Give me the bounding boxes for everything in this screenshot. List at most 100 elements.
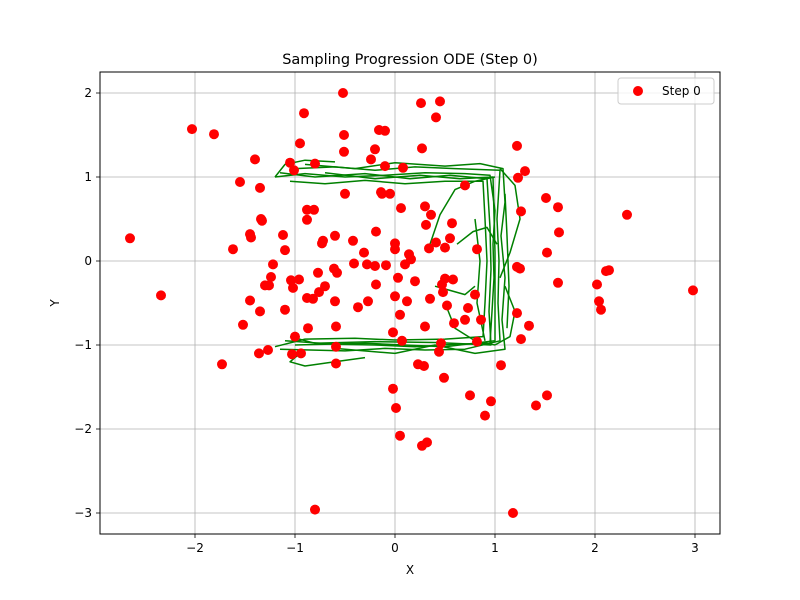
data-point-88 bbox=[398, 162, 408, 173]
data-point-60 bbox=[349, 258, 359, 269]
trajectory-14 bbox=[504, 193, 510, 329]
data-point-103 bbox=[424, 243, 434, 254]
data-point-105 bbox=[426, 209, 436, 220]
data-point-112 bbox=[438, 287, 448, 298]
data-point-90 bbox=[402, 296, 412, 307]
trajectory-8 bbox=[456, 226, 498, 245]
data-point-59 bbox=[348, 235, 358, 246]
data-point-124 bbox=[465, 390, 475, 401]
data-point-46 bbox=[318, 235, 328, 246]
data-point-128 bbox=[476, 314, 486, 325]
data-point-104 bbox=[425, 293, 435, 304]
data-point-113 bbox=[439, 372, 449, 383]
scatter-points bbox=[125, 88, 698, 518]
trajectory-9 bbox=[499, 168, 521, 279]
data-point-87 bbox=[397, 335, 407, 346]
data-point-2 bbox=[187, 124, 197, 135]
data-point-83 bbox=[393, 272, 403, 283]
data-point-133 bbox=[512, 140, 522, 151]
data-point-97 bbox=[417, 143, 427, 154]
data-point-74 bbox=[380, 161, 390, 172]
data-point-38 bbox=[303, 323, 313, 334]
data-point-84 bbox=[395, 309, 405, 320]
data-point-39 bbox=[308, 293, 318, 304]
data-point-153 bbox=[622, 209, 632, 220]
data-point-147 bbox=[554, 227, 564, 238]
data-point-12 bbox=[254, 348, 264, 359]
data-point-139 bbox=[520, 166, 530, 177]
y-tick-label: 2 bbox=[84, 86, 92, 100]
data-point-18 bbox=[263, 345, 273, 355]
data-point-58 bbox=[340, 188, 350, 199]
data-point-122 bbox=[460, 314, 470, 325]
data-point-93 bbox=[410, 276, 420, 287]
data-point-82 bbox=[391, 403, 401, 413]
data-point-116 bbox=[442, 300, 452, 311]
data-point-86 bbox=[396, 203, 406, 214]
data-point-118 bbox=[447, 218, 457, 229]
data-point-92 bbox=[406, 254, 416, 265]
y-tick-label: −3 bbox=[74, 506, 92, 520]
data-point-109 bbox=[435, 96, 445, 107]
data-point-85 bbox=[395, 430, 405, 441]
legend: Step 0 bbox=[617, 77, 715, 105]
data-point-3 bbox=[209, 129, 219, 140]
data-point-108 bbox=[434, 346, 444, 357]
tick-layer: −2 −1 0 1 2 3 −3 −2 −1 0 1 2 bbox=[74, 86, 699, 555]
data-point-101 bbox=[421, 219, 431, 230]
data-point-107 bbox=[431, 112, 441, 123]
data-point-14 bbox=[255, 306, 265, 317]
data-point-119 bbox=[448, 274, 458, 285]
data-point-26 bbox=[286, 275, 296, 286]
data-point-129 bbox=[480, 410, 490, 421]
data-point-140 bbox=[524, 320, 534, 331]
x-tick-label: −2 bbox=[186, 541, 204, 555]
data-point-29 bbox=[289, 165, 299, 176]
data-point-155 bbox=[508, 508, 518, 518]
data-point-99 bbox=[420, 321, 430, 332]
data-point-137 bbox=[516, 334, 526, 345]
data-point-100 bbox=[420, 201, 430, 212]
data-point-66 bbox=[370, 261, 380, 271]
data-point-27 bbox=[287, 349, 297, 360]
data-point-49 bbox=[330, 296, 340, 307]
x-tick-label: 2 bbox=[591, 541, 599, 555]
data-point-145 bbox=[553, 202, 563, 213]
data-point-8 bbox=[245, 295, 255, 306]
y-tick-label: −1 bbox=[74, 338, 92, 352]
data-point-32 bbox=[295, 138, 305, 149]
data-point-95 bbox=[416, 98, 426, 109]
trajectory-3 bbox=[304, 161, 506, 355]
data-point-41 bbox=[310, 158, 320, 169]
data-point-16 bbox=[257, 215, 267, 226]
data-point-141 bbox=[531, 400, 541, 411]
data-point-115 bbox=[440, 273, 450, 284]
data-point-20 bbox=[266, 272, 276, 282]
y-axis-label: Y bbox=[48, 299, 62, 308]
data-point-25 bbox=[285, 157, 295, 168]
data-point-78 bbox=[388, 383, 398, 394]
trajectory-5 bbox=[294, 172, 496, 348]
data-point-110 bbox=[436, 338, 446, 349]
data-point-154 bbox=[688, 285, 698, 296]
data-point-135 bbox=[513, 172, 523, 183]
data-point-6 bbox=[235, 177, 245, 187]
data-point-130 bbox=[486, 396, 496, 407]
data-point-152 bbox=[604, 265, 614, 276]
data-point-64 bbox=[363, 296, 373, 307]
data-point-50 bbox=[330, 230, 340, 241]
data-point-106 bbox=[431, 237, 441, 248]
data-point-150 bbox=[596, 304, 606, 315]
data-point-126 bbox=[472, 244, 482, 255]
data-point-76 bbox=[385, 188, 395, 199]
data-point-52 bbox=[331, 341, 341, 352]
legend-label: Step 0 bbox=[662, 84, 701, 98]
x-tick-label: 3 bbox=[691, 541, 699, 555]
data-point-148 bbox=[592, 279, 602, 290]
data-point-127 bbox=[472, 336, 482, 347]
data-point-121 bbox=[460, 180, 470, 191]
data-point-7 bbox=[238, 319, 248, 330]
data-point-47 bbox=[320, 281, 330, 292]
data-point-72 bbox=[377, 188, 387, 199]
